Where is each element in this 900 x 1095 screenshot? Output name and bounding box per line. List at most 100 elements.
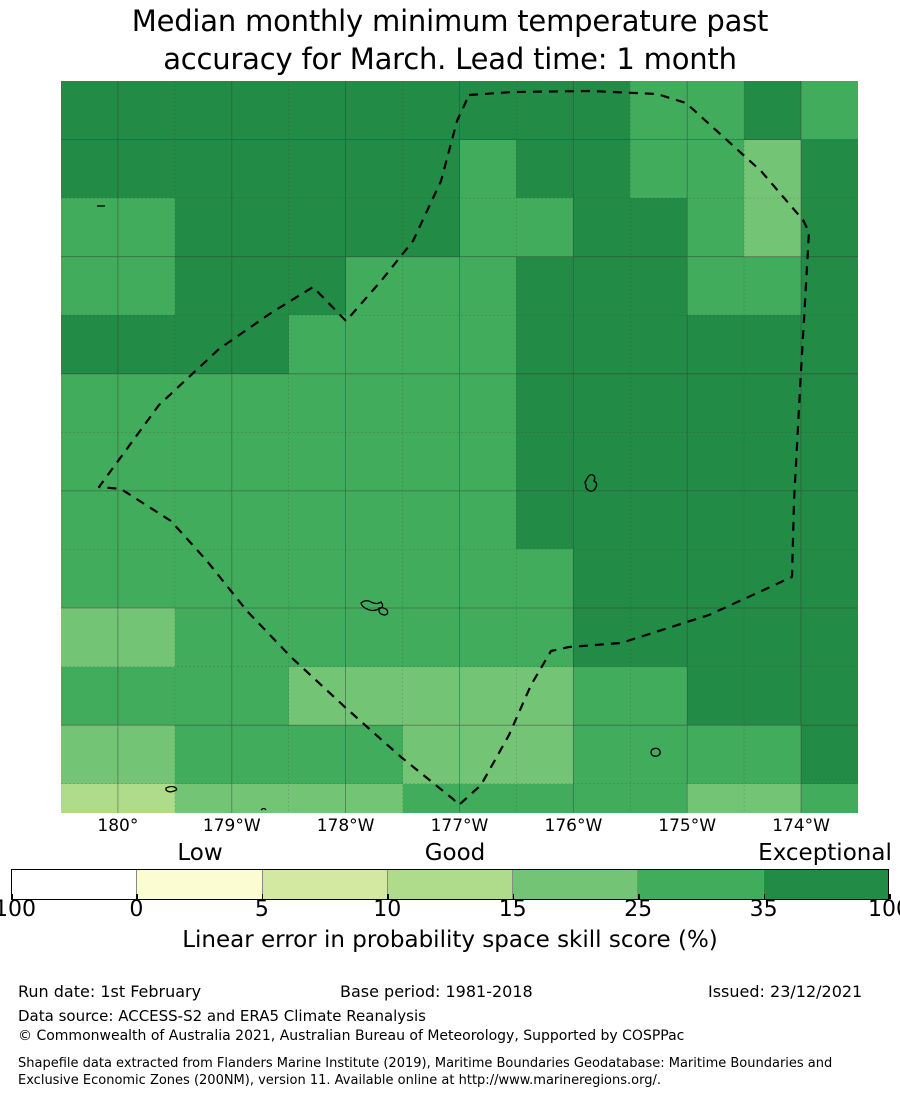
heatmap-cell — [630, 373, 688, 433]
heatmap-cell — [288, 139, 347, 199]
heatmap-cell — [174, 256, 233, 316]
footer-base-period: Base period: 1981-2018 — [340, 982, 533, 1001]
heatmap-cell — [687, 666, 745, 726]
heatmap-cell — [459, 432, 518, 492]
heatmap-cell — [573, 139, 631, 199]
heatmap-cell — [630, 666, 688, 726]
colorbar-tick-label: 5 — [254, 897, 269, 922]
heatmap-cell — [231, 549, 290, 609]
heatmap-cell — [459, 666, 518, 726]
heatmap-cell — [630, 490, 688, 551]
heatmap-cell — [744, 725, 802, 785]
x-axis-tick-label: 174°W — [772, 816, 830, 836]
heatmap-cell — [687, 549, 745, 609]
colorbar-tick-mark — [387, 894, 389, 899]
heatmap-cell — [687, 490, 745, 551]
heatmap-cell — [231, 256, 290, 316]
colorbar-quality-label: Good — [424, 840, 486, 866]
heatmap-cell — [744, 549, 802, 609]
colorbar — [11, 869, 889, 900]
heatmap-cell — [174, 783, 233, 813]
x-axis-tick-label: 176°W — [544, 816, 603, 836]
heatmap-cell — [516, 725, 574, 785]
heatmap-cell — [573, 549, 631, 609]
heatmap-cell — [61, 608, 119, 668]
heatmap-cell — [288, 666, 347, 726]
heatmap-cell — [345, 490, 404, 551]
heatmap-cell — [801, 490, 858, 551]
colorbar-quality-label: Low — [177, 840, 223, 866]
heatmap-cell — [687, 256, 745, 316]
heatmap-cell — [288, 373, 347, 433]
colorbar-segment — [262, 870, 388, 899]
heatmap-cell — [117, 490, 176, 551]
heatmap-cell — [231, 198, 290, 258]
heatmap-cell — [573, 256, 631, 316]
heatmap-cell — [516, 549, 574, 609]
heatmap-cell — [573, 315, 631, 375]
x-axis-tick-label: 179°W — [202, 816, 261, 836]
heatmap-cell — [630, 139, 688, 199]
heatmap-cell — [117, 549, 176, 609]
heatmap-cell — [61, 432, 119, 492]
heatmap-cell — [687, 373, 745, 433]
heatmap-cell — [174, 81, 233, 141]
colorbar-tick-label: 25 — [624, 897, 653, 922]
colorbar-segment — [763, 870, 888, 899]
heatmap-cell — [174, 139, 233, 199]
colorbar-tick-label: 15 — [498, 897, 527, 922]
colorbar-segment — [12, 870, 138, 899]
heatmap-cell — [573, 725, 631, 785]
heatmap-cell — [630, 725, 688, 785]
heatmap-cell — [630, 549, 688, 609]
footer-data-source: Data source: ACCESS-S2 and ERA5 Climate … — [18, 1007, 426, 1025]
heatmap-cell — [573, 783, 631, 813]
heatmap-cell — [630, 198, 688, 258]
title-line-2: accuracy for March. Lead time: 1 month — [163, 42, 737, 76]
heatmap-cell — [288, 198, 347, 258]
heatmap-cell — [345, 666, 404, 726]
colorbar-segment — [513, 870, 639, 899]
heatmap-cell — [231, 139, 290, 199]
heatmap-cell — [630, 608, 688, 668]
heatmap-cell — [402, 725, 461, 785]
heatmap-cell — [744, 198, 802, 258]
heatmap-cell — [459, 608, 518, 668]
heatmap-cell — [231, 373, 290, 433]
heatmap-cell — [117, 81, 176, 141]
heatmap-cell — [402, 432, 461, 492]
heatmap-cell — [459, 198, 518, 258]
heatmap-cell — [174, 315, 233, 375]
heatmap-cell — [630, 315, 688, 375]
colorbar-quality-label: Exceptional — [758, 840, 892, 866]
heatmap-cell — [801, 666, 858, 726]
colorbar-tick-label: 35 — [749, 897, 778, 922]
heatmap-cell — [402, 315, 461, 375]
colorbar-segment — [137, 870, 263, 899]
colorbar-tick-mark — [638, 894, 640, 899]
heatmap-cell — [288, 315, 347, 375]
heatmap-cell — [117, 783, 176, 813]
heatmap-cell — [345, 783, 404, 813]
heatmap-cell — [231, 608, 290, 668]
heatmap-cell — [516, 666, 574, 726]
heatmap-cell — [61, 490, 119, 551]
heatmap-cell — [61, 315, 119, 375]
heatmap-cell — [288, 783, 347, 813]
heatmap-cell — [231, 490, 290, 551]
heatmap-cell — [459, 373, 518, 433]
heatmap-cell — [801, 198, 858, 258]
heatmap-cell — [687, 783, 745, 813]
heatmap-cell — [345, 549, 404, 609]
colorbar-tick-mark — [889, 894, 891, 899]
heatmap-cell — [402, 666, 461, 726]
heatmap-cell — [61, 549, 119, 609]
heatmap-cell — [516, 315, 574, 375]
heatmap-cell — [573, 666, 631, 726]
heatmap-cell — [402, 608, 461, 668]
heatmap-cell — [516, 432, 574, 492]
heatmap-cell — [630, 783, 688, 813]
heatmap-cell — [288, 608, 347, 668]
heatmap-cell — [801, 725, 858, 785]
colorbar-tick-mark — [136, 894, 138, 899]
